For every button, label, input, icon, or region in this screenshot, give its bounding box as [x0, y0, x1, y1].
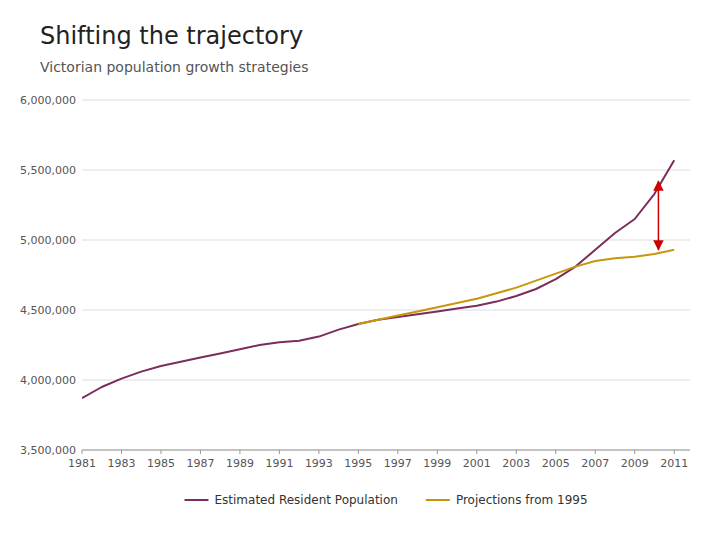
x-tick: [279, 450, 280, 454]
x-tick: [318, 450, 319, 454]
y-tick-label: 5,500,000: [20, 164, 76, 177]
y-tick-label: 6,000,000: [20, 94, 76, 107]
grid-line: [82, 100, 690, 101]
series-line: [358, 250, 674, 324]
x-tick-label: 1991: [265, 457, 293, 470]
legend: Estimated Resident Population Projections…: [185, 493, 588, 507]
x-tick-label: 2003: [502, 457, 530, 470]
legend-label: Projections from 1995: [456, 493, 588, 507]
x-tick-label: 1983: [107, 457, 135, 470]
x-tick-label: 1987: [186, 457, 214, 470]
x-tick: [437, 450, 438, 454]
x-tick-label: 1985: [147, 457, 175, 470]
subtitle: Victorian population growth strategies: [40, 59, 308, 75]
legend-label: Estimated Resident Population: [215, 493, 398, 507]
chart: Shifting the trajectory Victorian populat…: [0, 0, 720, 540]
x-tick: [555, 450, 556, 454]
x-tick: [397, 450, 398, 454]
plot-area: [82, 160, 674, 398]
x-tick-label: 2011: [660, 457, 688, 470]
x-tick: [239, 450, 240, 454]
x-tick-label: 2001: [463, 457, 491, 470]
x-tick-label: 2009: [621, 457, 649, 470]
grid-line: [82, 380, 690, 381]
x-tick: [634, 450, 635, 454]
x-tick: [674, 450, 675, 454]
legend-item: Projections from 1995: [426, 493, 588, 507]
y-tick-label: 4,000,000: [20, 374, 76, 387]
title: Shifting the trajectory: [40, 22, 303, 50]
x-tick-label: 1999: [423, 457, 451, 470]
x-tick: [516, 450, 517, 454]
y-tick-label: 3,500,000: [20, 444, 76, 457]
x-tick-label: 2007: [581, 457, 609, 470]
x-tick: [595, 450, 596, 454]
grid-line: [82, 450, 690, 451]
x-tick: [358, 450, 359, 454]
x-tick-label: 1993: [305, 457, 333, 470]
x-tick-label: 1995: [344, 457, 372, 470]
y-tick-label: 4,500,000: [20, 304, 76, 317]
grid-line: [82, 240, 690, 241]
x-tick: [200, 450, 201, 454]
x-tick: [82, 450, 83, 454]
legend-swatch: [426, 499, 450, 501]
x-tick: [121, 450, 122, 454]
arrow: [658, 181, 660, 250]
x-tick-label: 2005: [542, 457, 570, 470]
grid-line: [82, 170, 690, 171]
x-axis-line: [82, 450, 690, 451]
legend-swatch: [185, 499, 209, 501]
y-tick-label: 5,000,000: [20, 234, 76, 247]
grid-line: [82, 310, 690, 311]
x-tick: [476, 450, 477, 454]
x-tick-label: 1989: [226, 457, 254, 470]
series-line: [82, 160, 674, 398]
grid: [82, 100, 690, 450]
legend-item: Estimated Resident Population: [185, 493, 398, 507]
x-tick-label: 1981: [68, 457, 96, 470]
x-tick-label: 1997: [384, 457, 412, 470]
x-tick: [160, 450, 161, 454]
